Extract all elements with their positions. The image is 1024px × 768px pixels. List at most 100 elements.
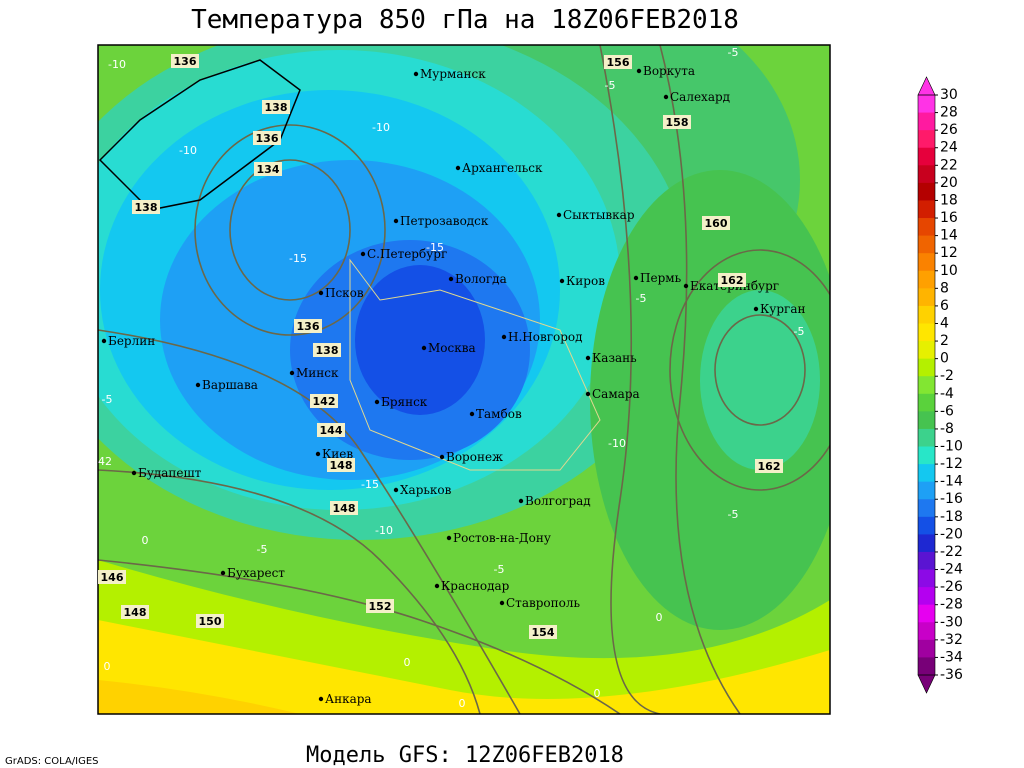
height-label: 148 [124, 606, 147, 619]
colorbar-band [918, 358, 935, 377]
height-label: 154 [532, 626, 555, 639]
height-label-box [529, 625, 557, 639]
colorbar-frame [917, 94, 936, 676]
city-dot [469, 411, 475, 417]
colorbar-band [918, 604, 935, 623]
colorbar-label: -12 [940, 456, 963, 472]
height-label: 138 [316, 344, 339, 357]
colorbar-label: -8 [940, 421, 954, 437]
temperature-label: -10 [375, 524, 393, 537]
map-title: Температура 850 гПа на 18Z06FEB2018 [191, 5, 739, 35]
city-dot [556, 212, 562, 218]
city-dot [439, 454, 445, 460]
height-label: 138 [135, 201, 158, 214]
city-label: Ростов-на-Дону [453, 531, 551, 545]
city-dot [318, 290, 324, 296]
city-dot [101, 338, 107, 344]
colorbar-band [918, 218, 935, 237]
temperature-label: 0 [656, 611, 663, 624]
height-label-box [262, 100, 290, 114]
height-label-box [718, 273, 746, 287]
colorbar-band [918, 464, 935, 483]
city-dot [683, 283, 689, 289]
city-dot [585, 391, 591, 397]
temperature-label: -10 [108, 58, 126, 71]
city-label: Берлин [108, 334, 155, 348]
height-label: 146 [101, 571, 124, 584]
city-label: Ставрополь [506, 596, 580, 610]
colorbar-band [918, 551, 935, 571]
colorbar-label: 30 [940, 87, 958, 103]
height-label-box [310, 394, 338, 408]
colorbar-label: -24 [940, 562, 963, 578]
temperature-label: -5 [728, 508, 739, 521]
colorbar-band [918, 165, 935, 184]
city-label: Будапешт [138, 466, 202, 480]
colorbar-band [918, 147, 935, 166]
colorbar: 302826242220181614121086420-2-4-6-8-10-1… [917, 76, 963, 694]
height-label: 160 [705, 217, 728, 230]
colorbar-band [918, 95, 935, 114]
colorbar-label: -32 [940, 632, 963, 648]
temperature-label: -10 [372, 121, 390, 134]
temperature-label: 0 [104, 660, 111, 673]
colorbar-label: -2 [940, 368, 954, 384]
colorbar-label: 20 [940, 175, 958, 191]
city-label: Пермь [640, 271, 682, 285]
colorbar-label: 10 [940, 263, 958, 279]
height-label-box [121, 605, 149, 619]
height-label-box [132, 200, 160, 214]
city-label: Волгоград [525, 494, 591, 508]
city-dot [499, 600, 505, 606]
city-dot [393, 218, 399, 224]
colorbar-label: 24 [940, 140, 958, 156]
height-label-box [171, 54, 199, 68]
colorbar-band [918, 270, 935, 289]
credit: GrADS: COLA/IGES [5, 756, 99, 767]
city-dot [518, 498, 524, 504]
map-frame [97, 44, 831, 715]
city-label: Харьков [400, 483, 452, 497]
colorbar-label: -26 [940, 579, 963, 595]
colorbar-band [918, 393, 935, 412]
city-dot [220, 570, 226, 576]
height-label: 156 [607, 56, 630, 69]
colorbar-band [918, 534, 935, 553]
city-label: Воркута [643, 64, 695, 78]
colorbar-band [918, 446, 935, 465]
height-label-box [294, 319, 322, 333]
city-label: Самара [592, 387, 640, 401]
colorbar-label: -6 [940, 403, 954, 419]
city-dot [315, 451, 321, 457]
colorbar-label: 6 [940, 298, 949, 314]
height-label-box [327, 458, 355, 472]
temperature-label: 42 [98, 455, 112, 468]
city-dot [559, 278, 565, 284]
colorbar-band [918, 182, 935, 201]
city-label: Курган [760, 302, 805, 316]
colorbar-label: -16 [940, 491, 963, 507]
city-label: Москва [428, 341, 476, 355]
colorbar-label: 16 [940, 210, 958, 226]
temperature-label: -5 [636, 292, 647, 305]
height-label-box [317, 423, 345, 437]
colorbar-label: 4 [940, 315, 949, 331]
height-label-box [253, 131, 281, 145]
city-dot [289, 370, 295, 376]
temperature-label: 0 [142, 534, 149, 547]
city-label: Петрозаводск [400, 214, 489, 228]
colorbar-label: 22 [940, 157, 958, 173]
height-label-box [755, 459, 783, 473]
temperature-label: 0 [594, 687, 601, 700]
colorbar-band [918, 376, 935, 395]
temperature-label: 0 [404, 656, 411, 669]
colorbar-label: -36 [940, 667, 963, 683]
colorbar-band [918, 200, 935, 219]
colorbar-label: -22 [940, 544, 963, 560]
temperature-label: 0 [459, 697, 466, 710]
colorbar-label: -14 [940, 474, 963, 490]
city-dot [501, 334, 507, 340]
colorbar-band [918, 112, 935, 131]
city-dot [663, 94, 669, 100]
temperature-label: -5 [102, 393, 113, 406]
